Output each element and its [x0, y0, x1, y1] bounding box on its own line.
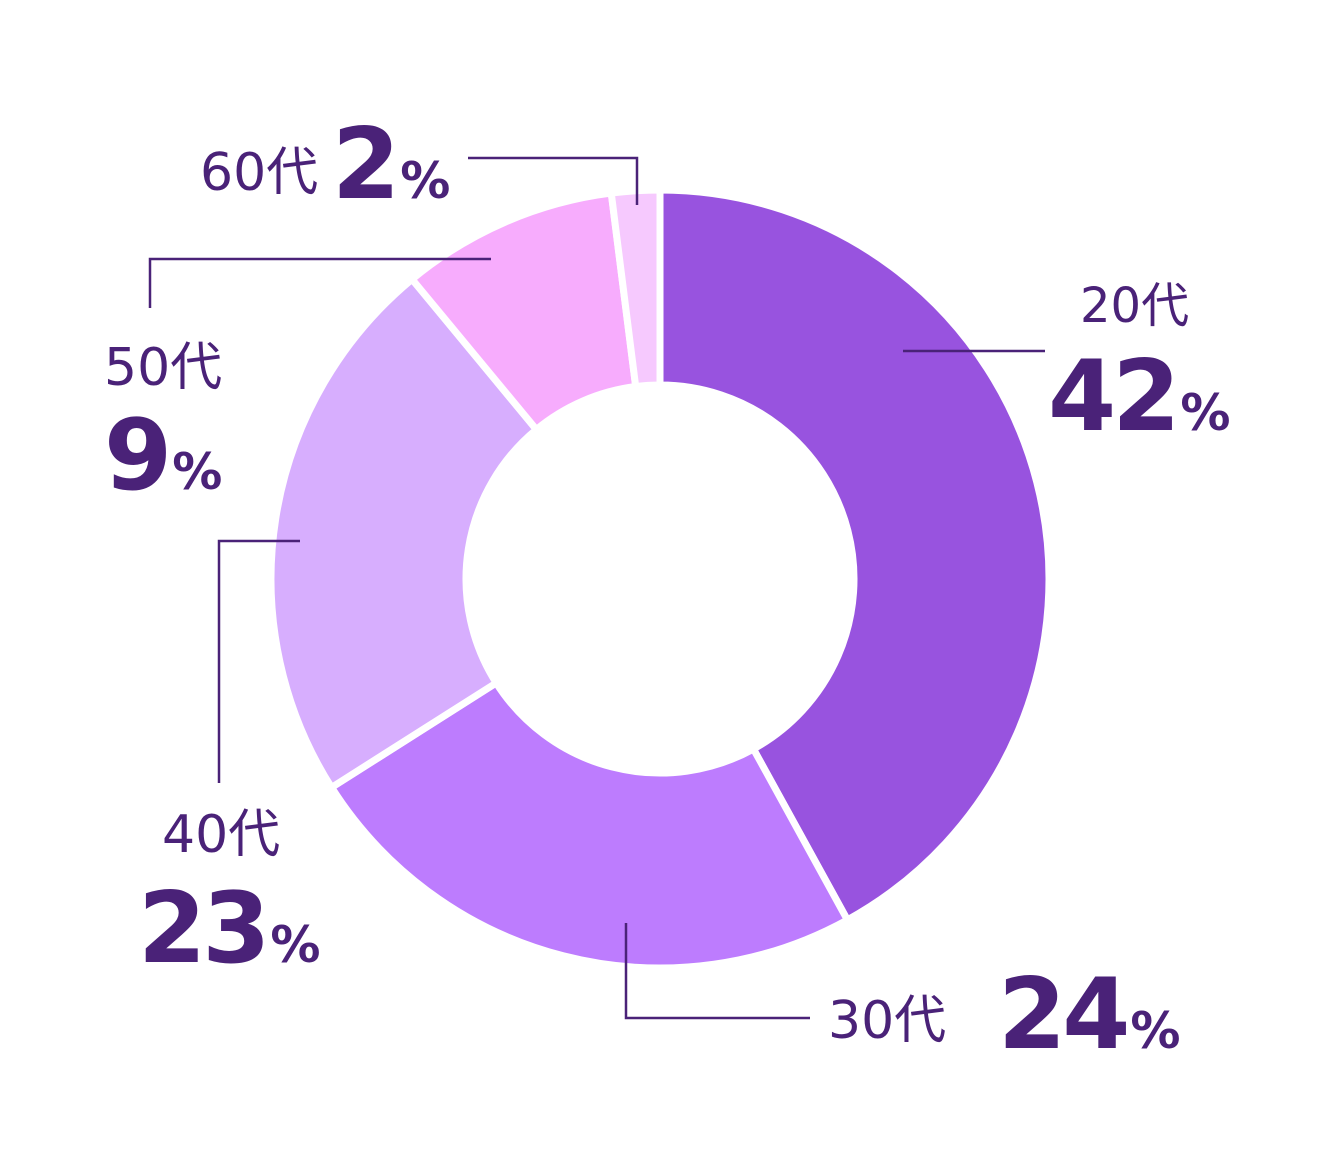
category-label-1: 20代 [1080, 278, 1189, 334]
value-label-1: 42% [1048, 340, 1231, 454]
slice-5 [607, 186, 664, 391]
category-label-5: 60代 [200, 143, 318, 203]
leader-line-5 [468, 156, 639, 205]
category-label-4: 50代 [104, 338, 222, 398]
value-label-4: 9% [104, 399, 222, 513]
slices-group [267, 186, 1053, 972]
category-label-2: 30代 [828, 991, 946, 1051]
slice-2 [326, 678, 853, 972]
leader-line-3 [217, 539, 300, 783]
leader-line-4 [148, 257, 491, 308]
value-label-3: 23% [138, 872, 321, 986]
category-label-3: 40代 [162, 805, 280, 865]
value-label-2: 24% [998, 958, 1181, 1072]
leader-lines-group [148, 156, 1045, 1020]
slice-1 [656, 186, 1053, 925]
leader-line-2 [624, 923, 810, 1020]
value-label-5: 2% [332, 108, 450, 222]
slice-3 [267, 274, 542, 793]
